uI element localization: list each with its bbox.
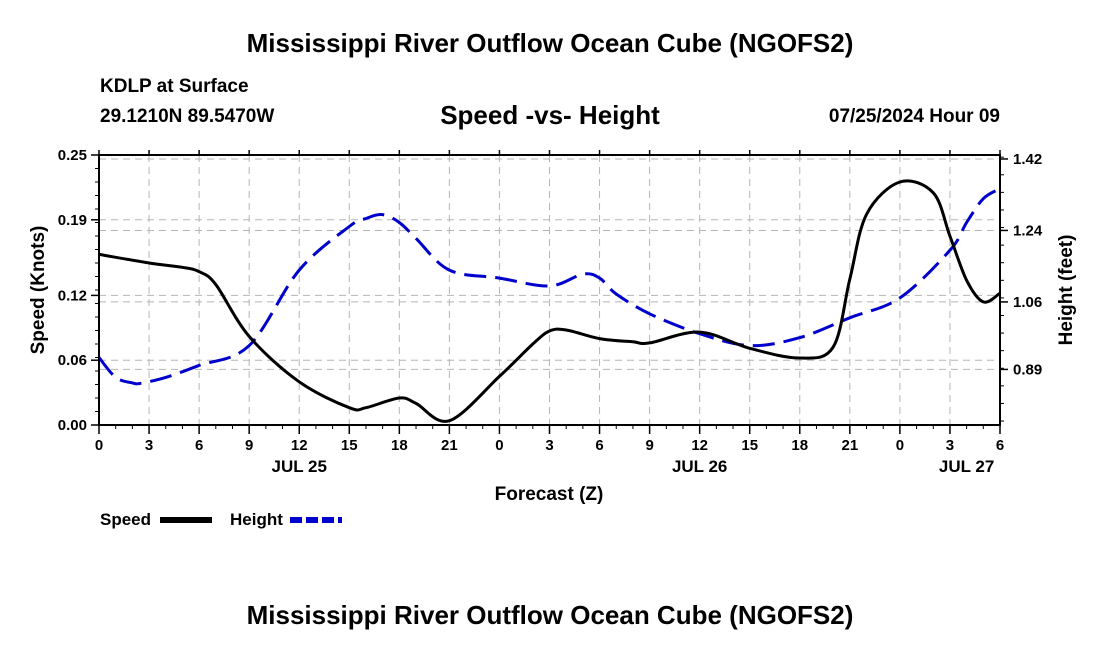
x-tick-label: 12 [691,437,708,454]
y2-tick-label: 0.89 [1013,361,1042,378]
y-tick-label: 0.19 [58,212,87,229]
grid [99,155,1000,425]
station-label: KDLP at Surface [100,76,249,97]
x-tick-label: 3 [545,437,553,454]
x-tick-label: 6 [595,437,603,454]
x-axis-label: Forecast (Z) [495,484,604,505]
x-tick-label: 21 [441,437,458,454]
x-tick-label: 3 [145,437,153,454]
y2-tick-label: 1.24 [1013,222,1043,239]
x-tick-label: 6 [996,437,1004,454]
series-lines [97,179,1001,423]
chart-subtitle: Speed -vs- Height [440,100,660,130]
date-label: JUL 26 [672,457,727,476]
y-tick-label: 0.06 [58,352,87,369]
x-tick-label: 0 [95,437,103,454]
plot-frame [98,154,1001,426]
y-axis-left: 0.00 0.06 0.12 0.19 0.25 [58,147,99,434]
x-tick-label: 15 [741,437,758,454]
x-tick-label: 3 [946,437,954,454]
x-tick-label: 9 [245,437,253,454]
y-axis-right: 0.89 1.06 1.24 1.42 [1000,151,1043,422]
y2-tick-label: 1.42 [1013,151,1042,168]
x-tick-label: 18 [791,437,808,454]
x-tick-label: 9 [645,437,653,454]
date-label: JUL 27 [939,457,994,476]
x-tick-label: 6 [195,437,203,454]
y2-axis-label: Height (feet) [1056,235,1077,346]
series-speed-line [98,179,1001,423]
y-tick-label: 0.00 [58,417,87,434]
y-tick-label: 0.12 [58,287,87,304]
station-coords: 29.1210N 89.5470W [100,106,275,127]
x-tick-label: 12 [291,437,308,454]
legend: Speed Height [100,510,342,529]
x-tick-label: 0 [896,437,904,454]
x-tick-label: 21 [841,437,858,454]
footer-title: Mississippi River Outflow Ocean Cube (NG… [246,600,854,630]
y-axis-label: Speed (Knots) [28,226,49,355]
legend-speed-label: Speed [100,510,151,529]
series-height-line [97,187,1001,386]
forecast-datetime: 07/25/2024 Hour 09 [828,106,1000,127]
y2-tick-label: 1.06 [1013,294,1042,311]
date-label: JUL 25 [271,457,326,476]
x-tick-label: 0 [495,437,503,454]
legend-height-label: Height [230,510,283,529]
y-tick-label: 0.25 [58,147,87,164]
chart-title: Mississippi River Outflow Ocean Cube (NG… [246,28,854,58]
x-tick-label: 18 [391,437,408,454]
x-axis: 0 3 6 9 12 15 18 21 0 3 6 9 12 15 18 21 0 3 6 JUL 25 JUL 26 J… [95,150,1004,476]
x-tick-label: 15 [341,437,358,454]
